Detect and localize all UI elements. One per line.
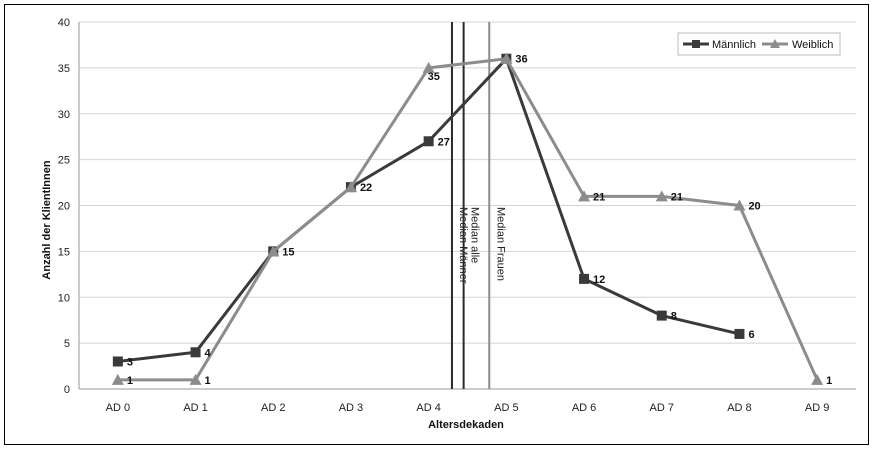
x-tick-label: AD 4 (416, 402, 440, 414)
data-label: 22 (360, 182, 372, 194)
x-tick-label: AD 1 (183, 402, 207, 414)
data-label: 6 (748, 329, 754, 341)
median-line-label: Median alle (469, 207, 481, 263)
data-label: 1 (826, 375, 832, 387)
data-label: 36 (515, 54, 527, 66)
legend-label: Weiblich (792, 39, 833, 51)
x-tick-label: AD 5 (494, 402, 518, 414)
x-tick-label: AD 8 (727, 402, 751, 414)
data-point-triangle (733, 199, 746, 211)
data-point-square (734, 328, 745, 339)
y-tick-label: 15 (58, 246, 70, 258)
data-label: 1 (127, 375, 133, 387)
data-point-triangle (578, 190, 591, 202)
y-tick-label: 10 (58, 292, 70, 304)
x-tick-label: AD 6 (572, 402, 596, 414)
legend-marker-triangle (770, 39, 780, 48)
series-line (117, 57, 819, 382)
grid-lines (78, 21, 856, 390)
y-axis-ticks: 0 5 10 15 20 25 30 35 40 (58, 17, 70, 396)
y-tick-label: 25 (58, 155, 70, 167)
data-label: 35 (428, 71, 440, 83)
series-group (111, 52, 824, 385)
data-point-triangle (111, 373, 124, 385)
data-label: 21 (671, 191, 683, 203)
data-point-triangle (344, 181, 357, 193)
x-axis-ticks: AD 0 AD 1 AD 2 AD 3 AD 4 AD 5 AD 6 AD 7 AD 8 AD 9 (106, 402, 830, 414)
data-point-triangle (422, 61, 435, 73)
y-tick-label: 0 (64, 384, 70, 396)
x-tick-label: AD 2 (261, 402, 285, 414)
data-point-triangle (267, 245, 280, 257)
median-line-label: Median Frauen (494, 207, 506, 281)
data-label: 3 (127, 356, 133, 368)
legend-box (677, 32, 841, 56)
y-tick-label: 20 (58, 201, 70, 213)
data-label: 12 (593, 274, 605, 286)
data-labels: 3 4 15 22 27 36 12 8 6 1 1 35 21 21 20 1 (127, 54, 832, 387)
legend-label: Männlich (712, 39, 756, 51)
x-tick-label: AD 7 (650, 402, 674, 414)
data-label: 27 (438, 136, 450, 148)
x-tick-label: AD 9 (805, 402, 829, 414)
series-line (117, 57, 740, 363)
data-point-square (190, 347, 201, 358)
legend: Männlich Weiblich (677, 32, 841, 56)
x-tick-label: AD 0 (106, 402, 130, 414)
x-tick-label: AD 3 (339, 402, 363, 414)
data-label: 15 (282, 246, 294, 258)
y-tick-label: 30 (58, 109, 70, 121)
y-tick-label: 5 (64, 338, 70, 350)
data-label: 4 (205, 347, 212, 359)
data-point-square (423, 136, 434, 147)
data-label: 21 (593, 191, 605, 203)
y-tick-label: 40 (58, 17, 70, 29)
data-point-triangle (500, 52, 513, 64)
x-axis-title: Altersdekaden (428, 419, 504, 431)
y-axis-title: Anzahl der KlientInnen (41, 160, 53, 279)
chart-frame (4, 4, 869, 445)
legend-marker-square (692, 40, 700, 48)
data-label: 1 (205, 375, 211, 387)
data-point-square (579, 273, 590, 284)
data-point-triangle (189, 373, 202, 385)
data-point-triangle (811, 373, 824, 385)
data-point-square (656, 310, 667, 321)
data-label: 8 (671, 311, 677, 323)
data-point-square (112, 356, 123, 367)
y-tick-label: 35 (58, 63, 70, 75)
data-label: 20 (748, 201, 760, 213)
data-point-triangle (655, 190, 668, 202)
